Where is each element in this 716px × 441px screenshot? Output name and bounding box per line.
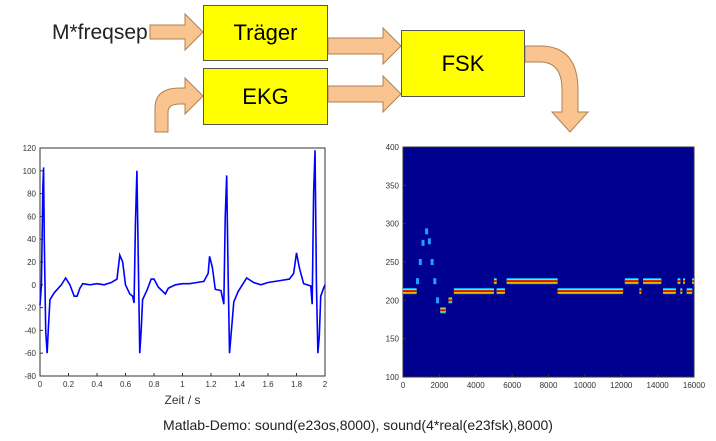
ecg-input-curved-arrow (154, 76, 204, 133)
frequency-band-core (493, 280, 497, 283)
x-tick-label: 6000 (503, 381, 521, 390)
x-axis-label: Zeit / s (164, 393, 200, 407)
x-tick-label: 4000 (467, 381, 485, 390)
x-tick-label: 2 (323, 380, 328, 389)
y-tick-label: 60 (27, 212, 36, 221)
y-tick-label: 350 (386, 181, 400, 190)
plot-area (402, 146, 695, 378)
y-tick-label: 100 (386, 373, 400, 382)
ecg-signal-line (39, 150, 326, 354)
caption: Matlab-Demo: sound(e23os,8000), sound(4*… (163, 417, 553, 433)
y-tick-label: 0 (32, 281, 37, 290)
frequency-band-core (680, 290, 683, 293)
frequency-band-core (663, 290, 676, 293)
frequency-sweep-point (418, 259, 422, 265)
frequency-sweep-point (433, 278, 437, 285)
spectrogram-plot: 0 2000 4000 6000 8000 10000 12000 14000 16000 100… (386, 143, 706, 390)
y-tick-label: -80 (24, 372, 36, 381)
frequency-band-core (683, 280, 685, 283)
y-tick-label: 250 (386, 258, 400, 267)
x-tick-label: 10000 (574, 381, 597, 390)
frequency-band-core (440, 309, 446, 312)
fsk-box: FSK (401, 30, 525, 97)
frequency-sweep-point (436, 297, 440, 304)
frequency-band-core (496, 290, 505, 293)
x-tick-label: 0 (38, 380, 43, 389)
input-arrow (149, 12, 204, 52)
frequency-band-core (686, 290, 693, 293)
x-tick-label: 1.6 (262, 380, 274, 389)
ecg-box: EKG (203, 68, 328, 125)
x-tick-label: 14000 (647, 381, 670, 390)
x-tick-label: 1 (180, 380, 185, 389)
frequency-sweep-point (421, 239, 425, 246)
x-tick-label: 12000 (610, 381, 633, 390)
frequency-sweep-point (427, 238, 431, 245)
carrier-to-fsk-arrow (327, 26, 402, 66)
fsk-output-curved-arrow (524, 45, 590, 133)
y-tick-label: 400 (386, 143, 400, 152)
y-tick-label: -20 (24, 304, 36, 313)
x-tick-label: 2000 (430, 381, 448, 390)
input-label: M*freqsep (52, 21, 148, 44)
ecg-to-fsk-arrow (327, 74, 402, 114)
frequency-band-core (453, 290, 494, 293)
frequency-band-core (643, 280, 662, 283)
frequency-band-core (557, 290, 624, 293)
y-tick-label: -60 (24, 349, 36, 358)
x-tick-label: 0.4 (91, 380, 103, 389)
frequency-band-core (506, 280, 558, 283)
frequency-band-core (677, 280, 681, 283)
x-tick-label: 8000 (540, 381, 558, 390)
ecg-plot: 0 0.2 0.4 0.6 0.8 1 1.2 1.4 1.6 1.8 2 -80 -60 -40 -20 0… (23, 144, 328, 407)
x-tick-label: 0.2 (63, 380, 75, 389)
frequency-sweep-point (425, 228, 429, 235)
y-tick-label: 200 (386, 296, 400, 305)
y-tick-label: 120 (23, 144, 37, 153)
x-tick-label: 1.8 (291, 380, 303, 389)
x-tick-label: 16000 (683, 381, 706, 390)
frequency-band-core (692, 280, 694, 283)
y-tick-label: 100 (23, 167, 37, 176)
plot-area (39, 147, 326, 377)
x-tick-label: 1.2 (205, 380, 217, 389)
frequency-band-core (448, 299, 453, 302)
x-tick-label: 0.6 (120, 380, 132, 389)
frequency-band-core (639, 290, 642, 293)
y-tick-label: 20 (27, 258, 36, 267)
y-tick-label: 300 (386, 220, 400, 229)
frequency-band-core (624, 280, 639, 283)
block-diagram (149, 12, 590, 133)
carrier-box: Träger (203, 5, 328, 61)
frequency-sweep-point (430, 259, 434, 265)
frequency-band-core (403, 290, 417, 293)
y-tick-label: 40 (27, 235, 36, 244)
y-tick-label: 80 (27, 190, 36, 199)
y-tick-label: -40 (24, 326, 36, 335)
x-tick-label: 0 (401, 381, 406, 390)
x-tick-label: 1.4 (234, 380, 246, 389)
y-tick-label: 150 (386, 335, 400, 344)
frequency-sweep-point (416, 278, 420, 285)
x-tick-label: 0.8 (148, 380, 160, 389)
